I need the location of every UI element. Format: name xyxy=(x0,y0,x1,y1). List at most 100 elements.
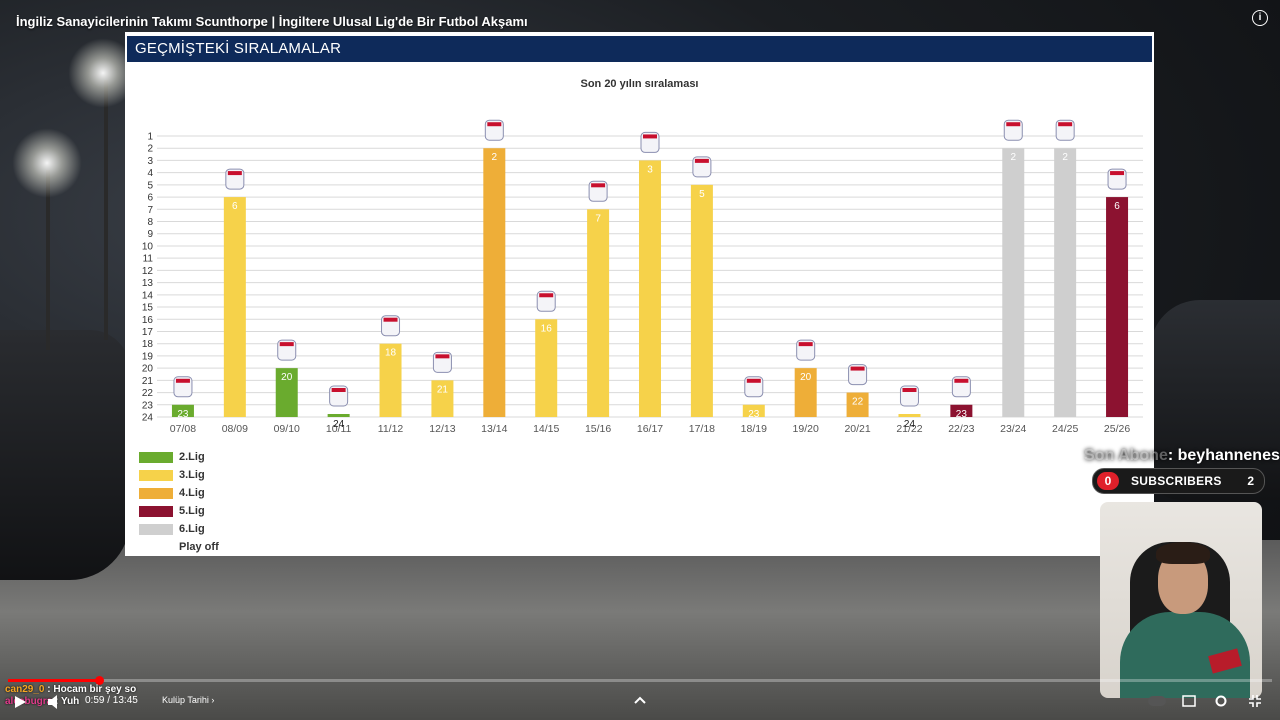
legend-swatch xyxy=(139,451,173,463)
progress-scrubber[interactable] xyxy=(95,676,104,685)
light-pole xyxy=(46,170,50,350)
y-tick-label: 21 xyxy=(142,376,154,387)
chart-legend: 2.Lig 3.Lig 4.Lig 5.Lig 6.Lig Play off xyxy=(139,448,219,556)
bar-value-label: 20 xyxy=(800,372,812,383)
x-tick-label: 15/16 xyxy=(585,423,611,435)
bar-value-label: 2 xyxy=(1010,152,1016,163)
chat-message: aleebugra : Yuh xyxy=(5,696,80,707)
x-tick-label: 17/18 xyxy=(689,423,715,435)
x-tick-label: 10/11 xyxy=(326,423,352,435)
live-chat: can29_0 : Hocam bir şey so aleebugra : Y… xyxy=(5,684,136,708)
legend-item: 4.Lig xyxy=(139,484,219,502)
bar-value-label: 6 xyxy=(1114,201,1120,212)
subtitles-icon[interactable] xyxy=(1182,695,1196,707)
player-controls: 0:59 / 13:45 Kulüp Tarihi › xyxy=(0,690,1280,714)
video-progress-bar[interactable] xyxy=(8,676,1272,685)
y-tick-label: 4 xyxy=(147,168,153,179)
bar-value-label: 16 xyxy=(541,323,553,334)
bar-value-label: 5 xyxy=(699,189,705,200)
bar-value-label: 7 xyxy=(595,213,601,224)
panel-header: GEÇMİŞTEKİ SIRALAMALAR xyxy=(127,36,1152,62)
time-display: 0:59 / 13:45 xyxy=(85,695,138,706)
league-badge-stripe xyxy=(694,158,709,163)
x-tick-label: 13/14 xyxy=(481,423,507,435)
subscriber-count: 2 xyxy=(1247,474,1254,488)
league-badge-stripe xyxy=(175,378,190,383)
x-tick-label: 16/17 xyxy=(637,423,663,435)
legend-label: 2.Lig xyxy=(179,451,205,463)
chevron-up-icon[interactable] xyxy=(633,694,647,706)
bar-14/15 xyxy=(535,319,558,417)
bar-value-label: 24 xyxy=(904,419,916,430)
play-icon[interactable] xyxy=(14,696,26,708)
league-badge-stripe xyxy=(487,122,502,127)
legend-item: 6.Lig xyxy=(139,520,219,538)
x-tick-label: 09/10 xyxy=(274,423,300,435)
x-tick-label: 14/15 xyxy=(533,423,559,435)
x-tick-label: 12/13 xyxy=(429,423,455,435)
autoplay-toggle[interactable] xyxy=(1148,696,1166,706)
legend-item: 2.Lig xyxy=(139,448,219,466)
x-tick-label: 23/24 xyxy=(1000,423,1026,435)
x-tick-label: 25/26 xyxy=(1104,423,1130,435)
x-tick-label: 24/25 xyxy=(1052,423,1078,435)
bar-19/20 xyxy=(794,368,817,417)
x-tick-label: 08/09 xyxy=(222,423,248,435)
bar-07/08 xyxy=(171,404,194,417)
bar-value-label: 3 xyxy=(647,164,653,175)
bar-18/19 xyxy=(742,404,765,417)
bar-08/09 xyxy=(223,197,246,417)
legend-item: Play off xyxy=(139,538,219,556)
bar-17/18 xyxy=(690,184,713,417)
webcam-feed xyxy=(1100,502,1262,698)
subscriber-label: SUBSCRIBERS xyxy=(1131,474,1222,488)
league-badge-stripe xyxy=(1110,171,1125,176)
y-tick-label: 12 xyxy=(142,266,154,277)
x-tick-label: 07/08 xyxy=(170,423,196,435)
bar-13/14 xyxy=(483,148,506,417)
standings-chart: 1234567891011121314151617181920212223240… xyxy=(142,119,1143,435)
bar-10/11 xyxy=(327,414,350,417)
league-badge-stripe xyxy=(539,293,554,298)
y-tick-label: 22 xyxy=(142,388,154,399)
chapter-title[interactable]: Kulüp Tarihi › xyxy=(162,695,215,705)
y-tick-label: 14 xyxy=(142,290,154,301)
x-tick-label: 11/12 xyxy=(378,423,404,435)
bar-21/22 xyxy=(898,414,921,417)
y-tick-label: 10 xyxy=(142,241,154,252)
bar-value-label: 20 xyxy=(281,372,293,383)
street-lamp xyxy=(12,128,82,198)
x-tick-label: 21/22 xyxy=(896,423,922,435)
x-tick-label: 22/23 xyxy=(948,423,974,435)
standings-panel: GEÇMİŞTEKİ SIRALAMALAR Son 20 yılın sıra… xyxy=(125,32,1154,556)
subscriber-zero-badge: 0 xyxy=(1097,472,1119,490)
league-badge-stripe xyxy=(798,342,813,347)
bar-16/17 xyxy=(639,160,661,417)
info-icon[interactable]: i xyxy=(1252,10,1268,26)
league-badge-stripe xyxy=(954,378,969,383)
volume-icon[interactable] xyxy=(48,695,62,709)
legend-swatch xyxy=(139,469,173,481)
bar-value-label: 23 xyxy=(177,409,189,420)
legend-label: Play off xyxy=(179,541,219,553)
y-tick-label: 18 xyxy=(142,339,154,350)
league-badge-stripe xyxy=(746,378,761,383)
y-tick-label: 20 xyxy=(142,364,154,375)
league-badge-stripe xyxy=(1006,122,1021,127)
background-car-left xyxy=(0,330,130,580)
settings-icon[interactable] xyxy=(1214,694,1228,708)
bar-value-label: 21 xyxy=(437,384,449,395)
bar-value-label: 2 xyxy=(492,152,498,163)
legend-swatch xyxy=(139,487,173,499)
legend-swatch xyxy=(139,523,173,535)
bar-09/10 xyxy=(275,368,298,417)
y-tick-label: 3 xyxy=(147,156,153,167)
bar-value-label: 23 xyxy=(956,409,968,420)
fullscreen-exit-icon[interactable] xyxy=(1248,694,1262,708)
bar-value-label: 6 xyxy=(232,201,238,212)
league-badge-stripe xyxy=(850,366,865,371)
y-tick-label: 5 xyxy=(147,180,153,191)
legend-label: 6.Lig xyxy=(179,523,205,535)
x-tick-label: 20/21 xyxy=(844,423,870,435)
y-tick-label: 17 xyxy=(142,327,154,338)
